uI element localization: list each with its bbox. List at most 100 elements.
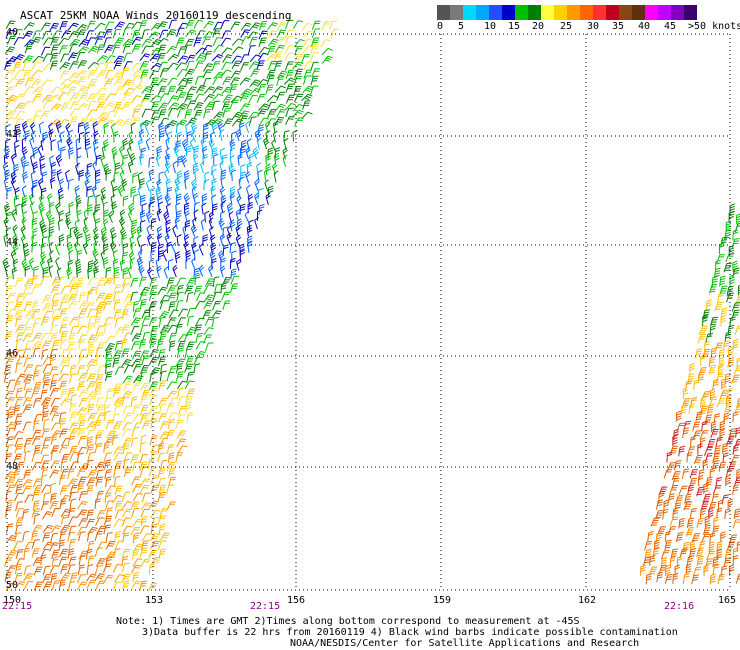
wind-barb (114, 574, 125, 583)
wind-barb (131, 341, 140, 351)
wind-barb (655, 510, 664, 520)
wind-barb (15, 332, 24, 343)
wind-barb (245, 184, 251, 198)
wind-barb (247, 31, 259, 40)
wind-barb (724, 229, 731, 241)
wind-barb (4, 372, 11, 383)
wind-barb (167, 131, 173, 144)
wind-barb (96, 365, 106, 375)
wind-barb (724, 548, 732, 560)
wind-barb (140, 515, 148, 527)
wind-barb (267, 109, 277, 119)
wind-barb (310, 37, 320, 47)
wind-barb (48, 128, 54, 141)
wind-barb (321, 47, 333, 56)
wind-barb (15, 349, 24, 359)
wind-barb (60, 468, 69, 479)
wind-barb (158, 523, 166, 535)
wind-barb (93, 240, 99, 253)
wind-barb (32, 397, 41, 408)
wind-barb (33, 566, 43, 576)
wind-barb (722, 442, 728, 454)
wind-barb (167, 108, 177, 117)
wind-barb (220, 265, 226, 278)
wind-barb (24, 129, 30, 142)
wind-barb (728, 428, 737, 439)
wind-barb (235, 234, 242, 247)
wind-barb (166, 324, 178, 333)
wind-barb (734, 325, 740, 335)
wind-barb (177, 340, 186, 351)
wind-barb (10, 177, 17, 191)
wind-barb (150, 242, 157, 254)
wind-barb (14, 69, 25, 78)
wind-barb (15, 130, 22, 142)
wind-barb (41, 484, 52, 494)
wind-barb (168, 102, 180, 111)
wind-barb (78, 349, 87, 359)
legend-label-5: 25 (560, 21, 573, 32)
wind-barb (105, 485, 116, 494)
wind-barb (55, 257, 60, 270)
wind-barb (113, 55, 125, 64)
wind-barb (247, 45, 256, 55)
wind-barb (685, 563, 692, 575)
wind-barb (6, 292, 17, 301)
wind-barb (75, 195, 82, 208)
wind-barb (137, 185, 143, 199)
wind-barb (211, 168, 217, 181)
wind-barb (193, 20, 204, 29)
wind-barb (21, 146, 28, 159)
wind-barb (176, 234, 182, 246)
wind-barb (736, 468, 740, 480)
wind-barb (96, 541, 107, 551)
wind-barb (84, 178, 90, 191)
wind-barb (14, 102, 26, 111)
wind-barb (221, 277, 231, 286)
wind-barb (276, 29, 286, 39)
wind-barb (648, 566, 658, 576)
wind-barb (74, 185, 80, 198)
wind-barb (150, 523, 158, 535)
wind-barb (12, 234, 19, 247)
wind-barb (131, 350, 142, 360)
wind-barb (122, 27, 131, 37)
wind-barb (204, 316, 215, 326)
wind-barb (39, 163, 46, 176)
wind-barb (669, 445, 679, 455)
wind-barb (37, 144, 43, 158)
wind-barb (14, 187, 20, 200)
wind-barb (4, 557, 13, 567)
wind-barb (68, 538, 76, 550)
wind-barb (691, 574, 699, 585)
wind-barb (5, 99, 15, 109)
wind-barb (23, 69, 32, 80)
wind-barb (728, 211, 735, 223)
wind-barb (94, 419, 102, 430)
time-label-3: 22:16 (664, 601, 695, 612)
wind-barb (23, 443, 31, 454)
wind-barb (67, 387, 75, 398)
wind-barb (50, 176, 56, 189)
wind-barb (703, 564, 709, 576)
wind-barb (174, 177, 181, 190)
wind-barb (293, 75, 303, 85)
wind-barb (642, 556, 651, 567)
wind-barb (274, 51, 283, 62)
wind-barb (176, 291, 184, 302)
wind-barb (102, 218, 109, 231)
wind-barb (157, 37, 169, 46)
wind-barb (172, 224, 177, 238)
wind-barb (121, 178, 128, 191)
wind-barb (221, 86, 233, 95)
wind-barb (41, 410, 49, 422)
wind-barb (42, 372, 50, 383)
wind-barb (13, 163, 19, 176)
wind-barb (111, 232, 117, 245)
wind-barb (202, 31, 215, 39)
wind-barb (67, 532, 76, 542)
wind-barb (726, 542, 735, 552)
wind-barb (256, 137, 262, 150)
wind-barb (140, 147, 146, 159)
wind-barb (78, 300, 90, 309)
